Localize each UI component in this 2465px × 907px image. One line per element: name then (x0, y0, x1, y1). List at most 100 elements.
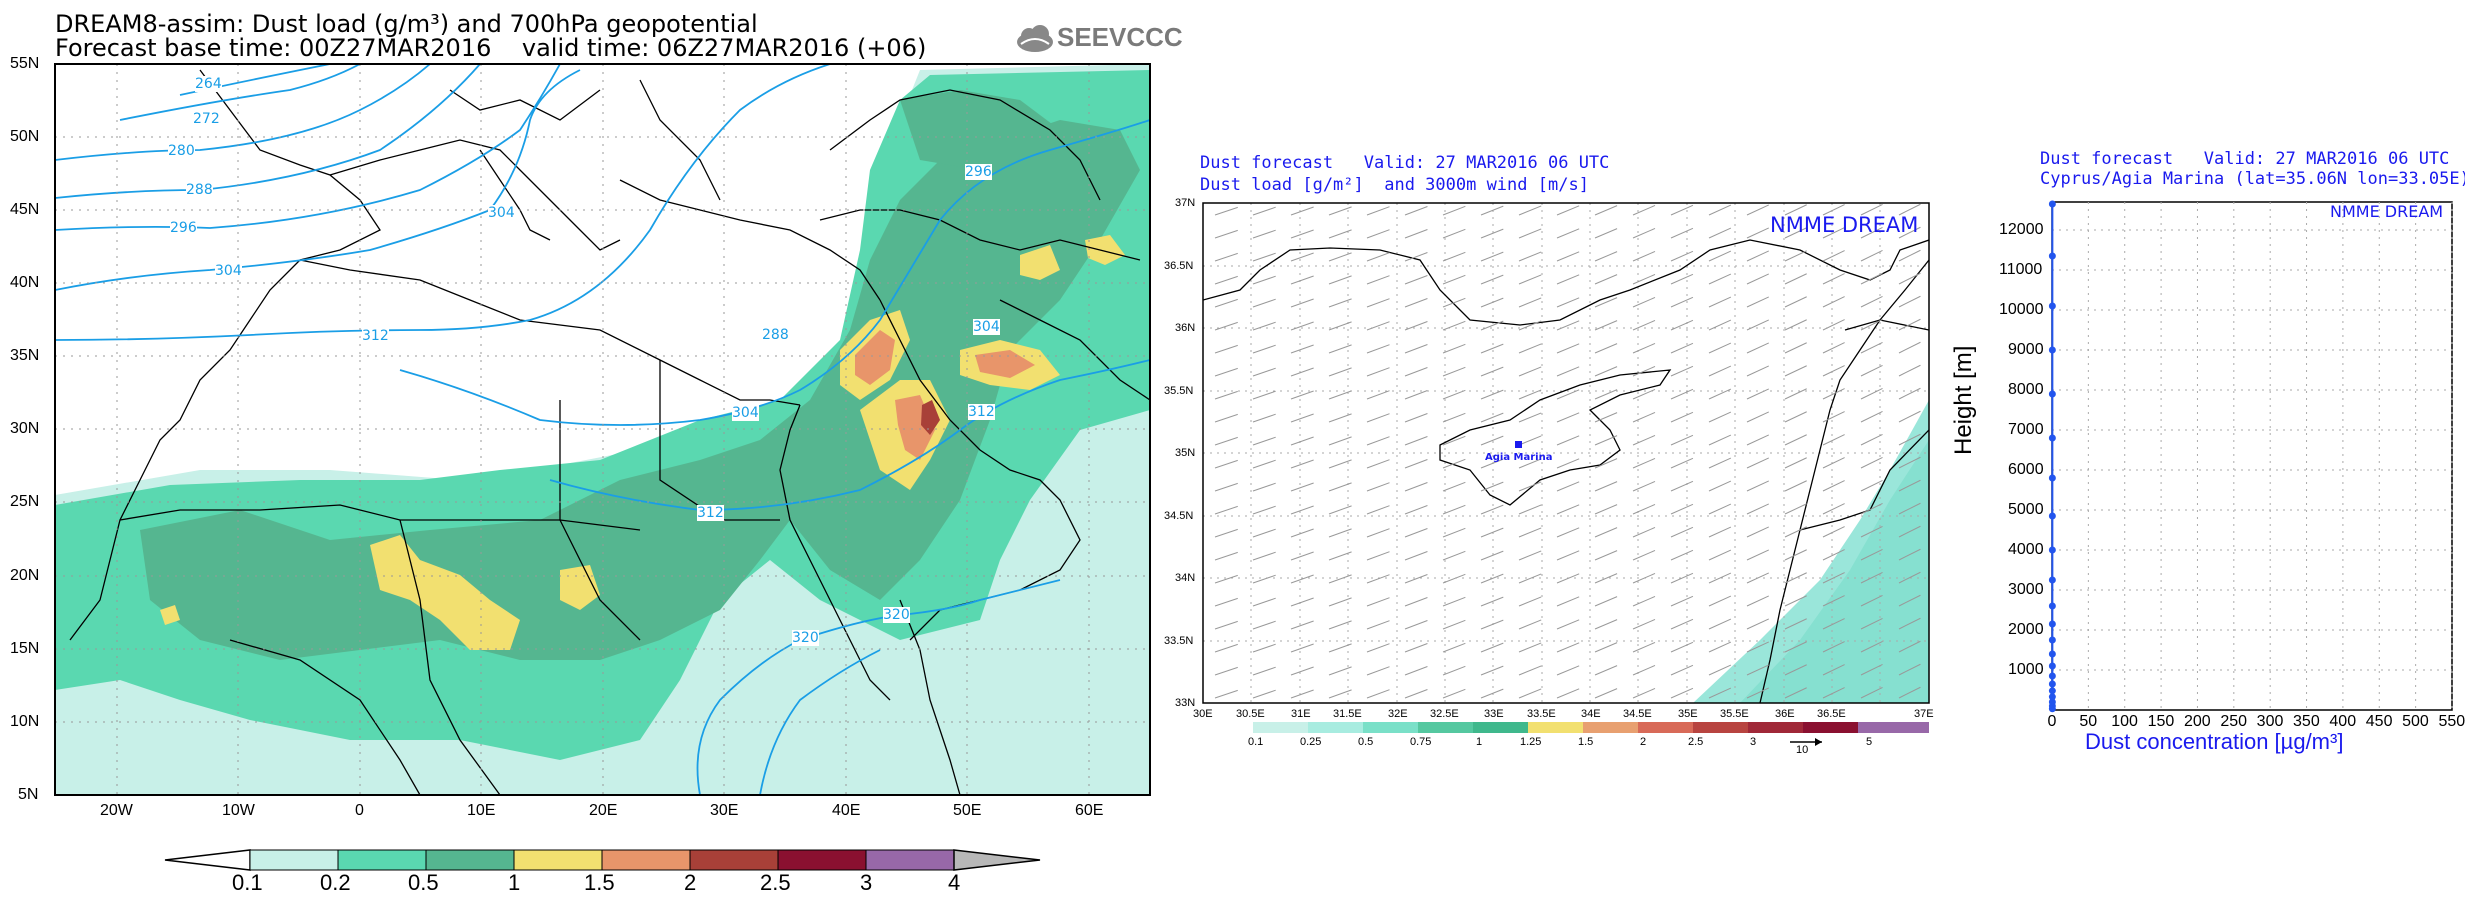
wind-arrow (1784, 572, 1807, 584)
wind-arrow (1480, 619, 1504, 630)
wind-arrow (1366, 390, 1390, 400)
wind-arrow (1784, 687, 1807, 699)
wind-arrow (1746, 204, 1769, 216)
profile-point (2048, 662, 2056, 670)
profile-title-line1: Dust forecast Valid: 27 MAR2016 06 UTC (2040, 149, 2450, 169)
contour-label: 304 (488, 205, 515, 221)
wind-arrow (1480, 688, 1504, 699)
wind-arrow (1670, 618, 1694, 630)
lat-label: 20N (10, 567, 40, 584)
wind-arrow (1480, 366, 1504, 377)
wind-arrow (1214, 344, 1238, 354)
wind-arrows (1214, 203, 1921, 699)
wind-arrow (1442, 297, 1466, 308)
wind-arrow (1214, 643, 1238, 653)
wind-arrow (1860, 387, 1883, 400)
wind-arrow (1708, 204, 1732, 216)
wind-arrow (1328, 597, 1352, 607)
wind-arrow (1708, 434, 1732, 446)
wind-arrow (1784, 549, 1807, 561)
profile-y-tick-label: 12000 (1999, 221, 2044, 238)
wind-arrow (1328, 390, 1352, 400)
wind-arrow (1252, 344, 1276, 354)
colorbar-label: 1 (508, 870, 521, 895)
mid-map-grid (1203, 203, 1929, 703)
wind-arrow (1518, 205, 1542, 216)
mid-lon-label: 35E (1678, 708, 1698, 720)
wind-arrow (1252, 252, 1276, 262)
wind-arrow (1480, 458, 1504, 469)
wind-arrow (1442, 389, 1466, 400)
wind-arrow (1290, 275, 1314, 285)
mid-lat-label: 36.5N (1164, 260, 1194, 272)
wind-arrow (1214, 459, 1238, 469)
wind-arrow (1632, 595, 1656, 607)
contour-label: 312 (968, 404, 995, 420)
wind-arrow (1328, 229, 1352, 239)
wind-arrow (1746, 411, 1769, 423)
wind-arrow (1290, 436, 1314, 446)
wind-arrow (1366, 459, 1390, 469)
contour-label: 296 (965, 164, 992, 180)
wind-arrow (1784, 411, 1807, 423)
wind-arrow (1898, 410, 1921, 423)
wind-arrow (1594, 228, 1618, 239)
station-marker (1515, 441, 1522, 448)
left-map-title-line1: DREAM8-assim: Dust load (g/m³) and 700hP… (55, 10, 758, 38)
profile-y-tick-label: 10000 (1999, 301, 2044, 318)
wind-arrow (1404, 597, 1428, 607)
wind-arrow (1518, 412, 1542, 423)
profile-title-line2: Cyprus/Agia Marina (lat=35.06N lon=33.05… (2040, 169, 2465, 189)
wind-arrow (1480, 274, 1504, 285)
wind-arrow (1594, 596, 1618, 607)
wind-arrow (1328, 275, 1352, 285)
wind-arrow (1252, 298, 1276, 308)
profile-x-tick-label: 350 (2293, 713, 2320, 730)
wind-arrow (1442, 274, 1466, 285)
wind-arrow (1442, 481, 1466, 492)
wind-arrow (1670, 388, 1694, 400)
wind-arrow (1556, 297, 1580, 308)
wind-arrow (1442, 343, 1466, 354)
contour-label: 296 (170, 220, 197, 236)
wind-arrow (1290, 597, 1314, 607)
wind-arrow (1898, 525, 1921, 538)
wind-arrow (1556, 389, 1580, 400)
wind-arrow (1214, 482, 1238, 492)
wind-arrow (1252, 505, 1276, 515)
wind-arrow (1784, 664, 1807, 676)
wind-arrow (1860, 249, 1883, 262)
colorbar-label: 0.5 (408, 870, 439, 895)
wind-arrow (1784, 434, 1807, 446)
profile-point (2048, 302, 2056, 310)
wind-arrow (1632, 250, 1656, 262)
wind-arrow (1214, 574, 1238, 584)
profile-point (2048, 602, 2056, 610)
wind-arrow (1822, 641, 1845, 653)
wind-arrow (1518, 596, 1542, 607)
wind-arrow (1214, 229, 1238, 239)
wind-arrow (1822, 549, 1845, 561)
wind-arrow (1404, 528, 1428, 538)
mid-lat-label: 33N (1175, 697, 1196, 709)
mid-lat-label: 37N (1175, 197, 1196, 209)
wind-arrow (1670, 457, 1694, 469)
lon-label: 60E (1075, 802, 1104, 819)
wind-arrow (1670, 296, 1694, 308)
wind-arrow (1290, 482, 1314, 492)
wind-arrow (1594, 665, 1618, 676)
mid-map-badge: NMME DREAM (1770, 213, 1919, 237)
wind-arrow (1708, 411, 1732, 423)
wind-arrow (1214, 528, 1238, 538)
contour-label: 304 (732, 405, 759, 421)
wind-arrow (1898, 433, 1921, 446)
wind-arrow (1404, 229, 1428, 239)
wind-arrow (1594, 688, 1618, 699)
wind-arrow (1556, 619, 1580, 630)
wind-arrow (1594, 412, 1618, 423)
profile-x-tick-label: 450 (2365, 713, 2393, 730)
wind-arrow (1366, 367, 1390, 377)
wind-arrow (1328, 551, 1352, 561)
